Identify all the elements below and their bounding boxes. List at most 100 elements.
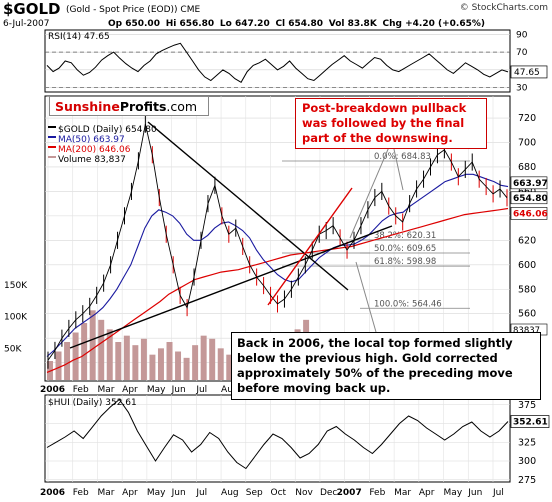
hui-tick-label: 325 [518, 437, 536, 448]
volume-bar [192, 345, 199, 380]
logo-part-1: Sunshine [55, 99, 120, 114]
hui-x-tick-label: Mar [394, 488, 411, 498]
rsi-current-label: 47.65 [514, 68, 540, 78]
hui-x-tick-label: Oct [271, 488, 287, 498]
hui-x-tick-label: Dec [320, 488, 337, 498]
gold-x-tick-label: May [147, 385, 166, 395]
pointer-line [349, 139, 393, 239]
hui-x-tick-label: 2006 [40, 488, 65, 498]
hui-x-tick-label: Jul [492, 488, 504, 498]
red-uptrend-line [267, 187, 353, 306]
fib-level-label: 100.0%: 564.46 [374, 299, 442, 309]
hui-x-tick-label: Sep [246, 488, 263, 498]
chart-date: 6-Jul-2007 [3, 19, 50, 29]
gold-tick-label: 580 [518, 284, 536, 295]
hui-x-tick-label: May [444, 488, 463, 498]
ma50-line [46, 173, 509, 357]
price-tag-label: 654.80 [513, 194, 548, 204]
rsi-title: RSI(14) 47.65 [48, 32, 110, 42]
fib-level-label: 0.0%: 684.83 [374, 152, 431, 162]
hui-current-label: 352.61 [513, 418, 548, 428]
volume-bar [175, 351, 182, 380]
hui-frame [44, 394, 511, 483]
volume-bar [226, 354, 233, 380]
volume-bar [98, 319, 105, 380]
volume-tick-label: 150K [4, 281, 28, 291]
support-trendline [69, 225, 393, 349]
chart-symbol: $GOLD [3, 0, 61, 18]
gold-tick-label: 600 [518, 260, 536, 271]
pointer-line [355, 261, 377, 333]
hui-tick-label: 300 [518, 456, 536, 467]
brand-credit: © StockCharts.com [459, 3, 548, 13]
volume-tick-label: 100K [4, 313, 28, 323]
volume-bar [183, 357, 190, 380]
hui-tick-label: 275 [518, 475, 536, 486]
rsi-tick-label: 90 [516, 30, 528, 40]
volume-bar [47, 361, 53, 380]
hui-tick-label: 375 [518, 400, 536, 411]
legend-swatch [48, 126, 56, 128]
ma200-tag-box [510, 207, 548, 220]
gold-x-tick-label: Jul [195, 385, 207, 395]
hui-x-tick-label: Feb [369, 488, 385, 498]
gold-tick-label: 680 [518, 162, 536, 173]
gold-tick-label: 700 [518, 137, 536, 148]
quote-volume: Vol 83.8K [328, 19, 377, 29]
volume-bar [123, 335, 130, 380]
fib-level-label: 38.2%: 620.31 [374, 231, 436, 241]
ma50-tag-box [510, 176, 548, 190]
rsi-current-box [510, 65, 548, 79]
rsi-tick-label: 30 [516, 84, 528, 94]
hui-x-tick-label: Mar [97, 488, 114, 498]
logo-part-3: .com [166, 99, 198, 114]
hui-x-tick-label: May [147, 488, 166, 498]
volume-bar [166, 342, 173, 380]
volume-bar [132, 345, 139, 380]
legend-entry: MA(50) 663.97 [58, 135, 125, 145]
legend-swatch [48, 146, 56, 148]
hui-x-tick-label: Jun [171, 488, 186, 498]
fib-level-label: 61.8%: 598.98 [374, 257, 436, 267]
volume-last-label: 83837 [513, 326, 540, 336]
volume-tick-label: 50K [4, 344, 22, 354]
chart-description: (Gold - Spot Price (EOD)) CME [66, 5, 201, 15]
hui-x-tick-label: Feb [73, 488, 89, 498]
gold-x-tick-label: Jun [171, 385, 186, 395]
volume-bar [149, 354, 156, 380]
legend-swatch [48, 156, 56, 158]
quote-low: Lo 647.20 [219, 19, 270, 29]
hui-series-line [46, 398, 509, 470]
quote-high: Hi 656.80 [165, 19, 215, 29]
quote-open: Op 650.00 [108, 19, 160, 29]
hui-x-tick-label: 2007 [337, 488, 362, 498]
legend-entry: MA(200) 646.06 [58, 145, 131, 155]
rsi-tick-label: 70 [516, 48, 528, 58]
hui-panel: 3753503253002752006FebMarAprMayJunJulAug… [40, 394, 550, 498]
legend-entry: $GOLD (Daily) 654.80 [58, 125, 157, 135]
fib-level-label: 50.0%: 609.65 [374, 244, 436, 254]
logo-part-2: Profits [119, 99, 167, 114]
hui-x-tick-label: Apr [419, 488, 435, 498]
volume-bar [200, 335, 207, 380]
quote-line: Op 650.00 Hi 656.80 Lo 647.20 Cl 654.80 … [108, 19, 485, 29]
ma200-tag-label: 646.06 [513, 209, 548, 219]
gold-x-tick-label: Aug [221, 385, 239, 395]
legend-swatch [48, 136, 56, 138]
gold-x-tick-label: Feb [73, 385, 89, 395]
legend-entry: Volume 83,837 [58, 155, 126, 165]
hui-x-tick-label: Jun [467, 488, 482, 498]
price-line [47, 124, 508, 361]
hui-x-tick-label: Nov [295, 488, 313, 498]
annotation-pullback: Post-breakdown pullback was followed by … [295, 98, 487, 149]
gold-panel: 7207006806606406206005805605405202006Feb… [4, 95, 548, 395]
ma50-tag-label: 663.97 [513, 179, 548, 189]
price-tag-box [510, 191, 548, 205]
hui-title: $HUI (Daily) 352.61 [48, 398, 137, 408]
hui-x-tick-label: Jul [195, 488, 207, 498]
rsi-series-line [46, 42, 509, 83]
volume-bar [217, 348, 224, 380]
gold-x-tick-label: Apr [122, 385, 138, 395]
volume-bar [140, 338, 147, 380]
